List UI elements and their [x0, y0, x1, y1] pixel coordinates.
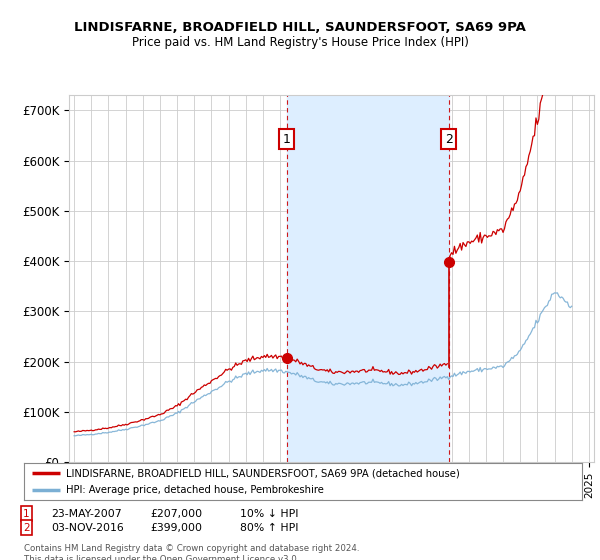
- Text: 10% ↓ HPI: 10% ↓ HPI: [240, 508, 299, 519]
- Text: 2: 2: [445, 133, 452, 146]
- Text: Contains HM Land Registry data © Crown copyright and database right 2024.
This d: Contains HM Land Registry data © Crown c…: [24, 544, 359, 560]
- Text: LINDISFARNE, BROADFIELD HILL, SAUNDERSFOOT, SA69 9PA (detached house): LINDISFARNE, BROADFIELD HILL, SAUNDERSFO…: [66, 468, 460, 478]
- Text: £207,000: £207,000: [150, 508, 202, 519]
- Text: 03-NOV-2016: 03-NOV-2016: [51, 522, 124, 533]
- Text: 1: 1: [283, 133, 290, 146]
- Text: Price paid vs. HM Land Registry's House Price Index (HPI): Price paid vs. HM Land Registry's House …: [131, 36, 469, 49]
- Bar: [287, 95, 449, 462]
- Text: 80% ↑ HPI: 80% ↑ HPI: [240, 522, 299, 533]
- Text: £399,000: £399,000: [150, 522, 202, 533]
- Text: LINDISFARNE, BROADFIELD HILL, SAUNDERSFOOT, SA69 9PA: LINDISFARNE, BROADFIELD HILL, SAUNDERSFO…: [74, 21, 526, 34]
- Text: 23-MAY-2007: 23-MAY-2007: [51, 508, 122, 519]
- Text: HPI: Average price, detached house, Pembrokeshire: HPI: Average price, detached house, Pemb…: [66, 486, 324, 496]
- Text: 1: 1: [23, 508, 30, 519]
- Text: 2: 2: [23, 522, 30, 533]
